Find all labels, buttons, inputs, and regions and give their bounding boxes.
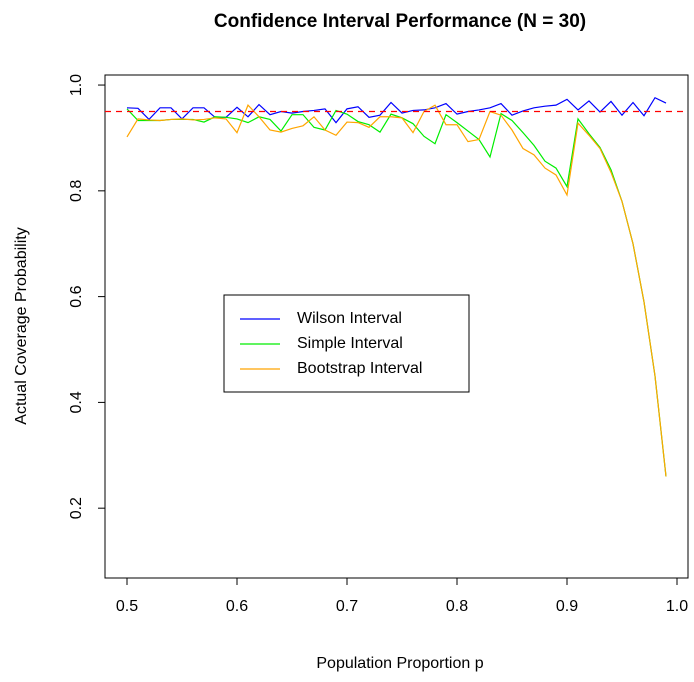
series-line bbox=[126, 108, 667, 477]
y-tick-label: 0.2 bbox=[68, 497, 85, 519]
legend-label: Wilson Interval bbox=[297, 310, 402, 327]
x-tick-label: 0.8 bbox=[446, 598, 468, 615]
x-tick-label: 0.6 bbox=[226, 598, 248, 615]
x-tick-label: 0.5 bbox=[116, 598, 138, 615]
x-tick-label: 1.0 bbox=[666, 598, 688, 615]
y-tick-label: 1.0 bbox=[68, 74, 85, 96]
y-tick-label: 0.4 bbox=[68, 391, 85, 413]
legend-label: Simple Interval bbox=[297, 335, 403, 352]
x-tick-label: 0.9 bbox=[556, 598, 578, 615]
y-tick-label: 0.8 bbox=[68, 180, 85, 202]
chart-title: Confidence Interval Performance (N = 30) bbox=[214, 11, 586, 32]
plot-frame bbox=[104, 74, 689, 579]
legend-label: Bootstrap Interval bbox=[297, 360, 422, 377]
y-axis-label: Actual Coverage Probability bbox=[13, 227, 30, 424]
series-line bbox=[126, 104, 667, 477]
x-axis-label: Population Proportion p bbox=[316, 655, 483, 672]
y-tick-label: 0.6 bbox=[68, 285, 85, 307]
x-tick-label: 0.7 bbox=[336, 598, 358, 615]
